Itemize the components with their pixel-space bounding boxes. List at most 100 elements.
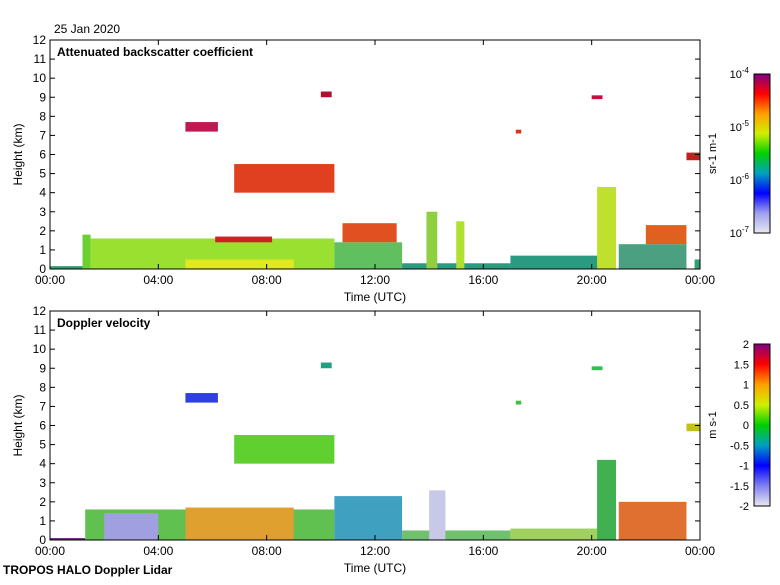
colorbar-tick-label: 1 xyxy=(743,380,749,392)
colorbar-tick-label: 10-6 xyxy=(730,172,750,187)
colorbar-tick-label: 10-4 xyxy=(730,66,750,81)
y-axis-label: Height (km) xyxy=(11,123,25,185)
data-region xyxy=(342,223,397,243)
x-tick-label: 00:00 xyxy=(35,273,65,287)
data-region xyxy=(215,236,273,243)
y-tick-label: 10 xyxy=(33,71,47,85)
y-tick-label: 7 xyxy=(39,128,46,142)
data-region xyxy=(82,234,91,269)
colorbar-tick-label: 10-7 xyxy=(730,225,750,240)
data-region xyxy=(50,266,86,269)
data-region xyxy=(694,259,700,269)
data-region xyxy=(597,459,617,540)
colorbar-tick-label: -1 xyxy=(739,461,749,473)
panel-2: 00:00 04:00 08:00 12:00 16:00 20:00 00:0001234… xyxy=(11,304,771,575)
data-region xyxy=(320,362,332,369)
data-region xyxy=(618,244,687,269)
y-tick-label: 2 xyxy=(39,224,46,238)
data-region xyxy=(645,225,687,245)
y-tick-label: 6 xyxy=(39,148,46,162)
y-tick-label: 0 xyxy=(39,533,46,547)
footer-label: TROPOS HALO Doppler Lidar xyxy=(3,563,173,577)
data-region xyxy=(591,95,603,100)
x-tick-label: 16:00 xyxy=(468,544,498,558)
y-tick-label: 7 xyxy=(39,399,46,413)
date-label: 25 Jan 2020 xyxy=(54,22,120,36)
data-region xyxy=(597,186,617,269)
data-region xyxy=(50,538,86,540)
data-region xyxy=(510,528,600,540)
data-region xyxy=(104,513,159,540)
colorbar-tick-label: -2 xyxy=(739,501,749,513)
colorbar-label: sr-1 m-1 xyxy=(707,133,719,174)
x-tick-label: 08:00 xyxy=(252,544,282,558)
y-tick-label: 5 xyxy=(39,438,46,452)
y-tick-label: 1 xyxy=(39,243,46,257)
data-region xyxy=(456,221,465,269)
y-tick-label: 8 xyxy=(39,109,46,123)
data-region xyxy=(510,255,600,269)
panel-1: 00:00 04:00 08:00 12:00 16:00 20:00 00:0001234… xyxy=(11,33,771,304)
colorbar xyxy=(753,343,771,507)
data-region xyxy=(591,366,603,371)
data-region xyxy=(185,393,218,403)
y-tick-label: 12 xyxy=(33,33,47,47)
x-tick-label: 12:00 xyxy=(360,273,390,287)
colorbar-tick-label: 0.5 xyxy=(734,400,749,412)
y-tick-label: 4 xyxy=(39,457,46,471)
x-tick-label: 20:00 xyxy=(577,273,607,287)
colorbar-tick-label: -0.5 xyxy=(730,440,749,452)
data-region xyxy=(515,400,522,405)
y-tick-label: 6 xyxy=(39,419,46,433)
x-tick-label: 00:00 xyxy=(685,273,715,287)
y-tick-label: 11 xyxy=(34,323,47,337)
data-region xyxy=(185,507,294,540)
colorbar-tick-label: 0 xyxy=(743,420,749,432)
colorbar-tick-label: 1.5 xyxy=(734,359,749,371)
y-tick-label: 9 xyxy=(39,361,46,375)
data-region xyxy=(185,259,294,269)
x-tick-label: 04:00 xyxy=(143,544,173,558)
data-region xyxy=(185,122,218,132)
colorbar xyxy=(753,73,771,234)
colorbar-tick-label: 2 xyxy=(743,339,749,351)
panel-title: Attenuated backscatter coefficient xyxy=(57,45,253,59)
y-tick-label: 3 xyxy=(39,476,46,490)
data-region xyxy=(234,435,335,464)
data-region xyxy=(515,129,522,134)
colorbar-tick-label: -1.5 xyxy=(730,481,749,493)
y-tick-label: 8 xyxy=(39,380,46,394)
panel-title: Doppler velocity xyxy=(57,316,151,330)
data-region xyxy=(320,91,332,98)
y-tick-label: 5 xyxy=(39,167,46,181)
data-region xyxy=(686,152,700,161)
y-tick-label: 11 xyxy=(34,52,47,66)
y-axis-label: Height (km) xyxy=(11,394,25,456)
data-region xyxy=(402,530,511,540)
y-tick-label: 12 xyxy=(33,304,47,318)
x-tick-label: 20:00 xyxy=(577,544,607,558)
x-axis-label: Time (UTC) xyxy=(344,561,406,575)
x-tick-label: 00:00 xyxy=(685,544,715,558)
y-tick-label: 2 xyxy=(39,495,46,509)
data-region xyxy=(334,496,403,540)
y-tick-label: 10 xyxy=(33,342,47,356)
x-tick-label: 08:00 xyxy=(252,273,282,287)
data-region xyxy=(429,490,446,540)
colorbar-label: m s-1 xyxy=(707,411,719,439)
y-tick-label: 4 xyxy=(39,186,46,200)
x-tick-label: 12:00 xyxy=(360,544,390,558)
y-tick-label: 1 xyxy=(39,514,46,528)
data-region xyxy=(618,501,687,540)
data-region xyxy=(426,211,438,269)
data-region xyxy=(686,423,700,432)
y-tick-label: 3 xyxy=(39,205,46,219)
x-tick-label: 00:00 xyxy=(35,544,65,558)
colorbar-tick-label: 10-5 xyxy=(730,119,750,134)
x-axis-label: Time (UTC) xyxy=(344,290,406,304)
y-tick-label: 9 xyxy=(39,90,46,104)
y-tick-label: 0 xyxy=(39,262,46,276)
x-tick-label: 16:00 xyxy=(468,273,498,287)
data-region xyxy=(234,164,335,193)
